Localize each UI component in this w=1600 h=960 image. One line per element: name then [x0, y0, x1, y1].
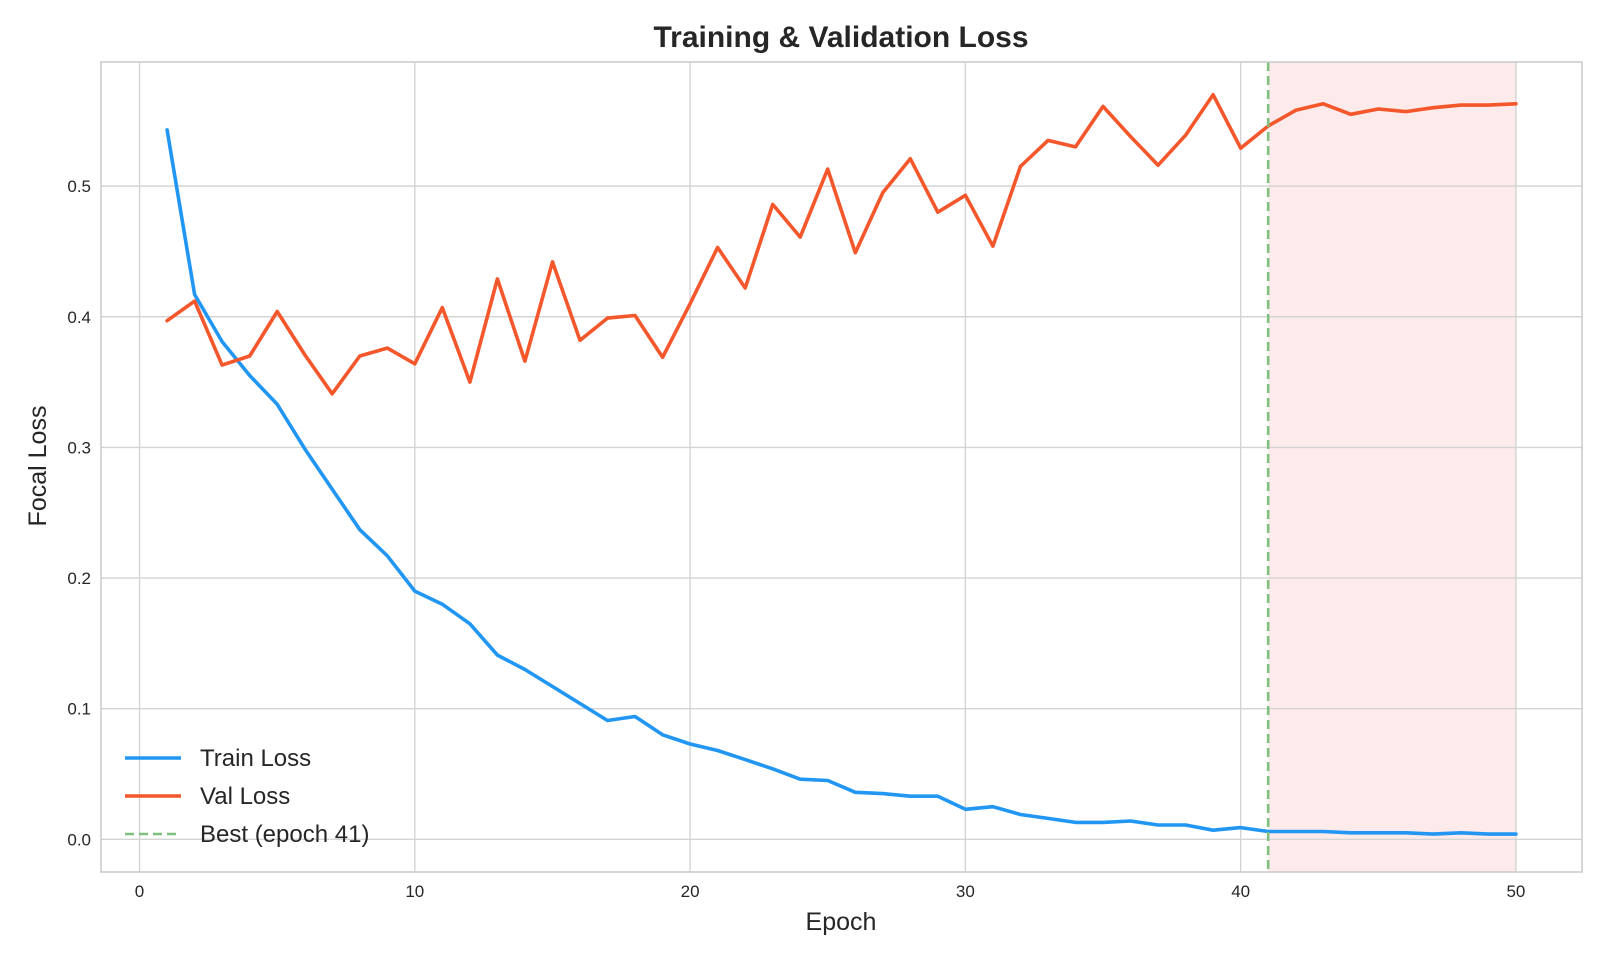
- y-tick-label: 0.1: [67, 700, 91, 719]
- x-tick-label: 10: [405, 882, 424, 901]
- legend-item-train-loss-label: Train Loss: [200, 745, 311, 772]
- y-tick-label: 0.3: [67, 438, 91, 457]
- y-tick-label: 0.5: [67, 177, 91, 196]
- x-tick-label: 40: [1231, 882, 1250, 901]
- x-tick-label: 30: [956, 882, 975, 901]
- legend-item-val-loss-label: Val Loss: [200, 783, 290, 810]
- series-line-val-loss: [165, 92, 1518, 396]
- x-tick-label: 0: [135, 882, 144, 901]
- y-tick-label: 0.4: [67, 308, 91, 327]
- x-axis-label: Epoch: [806, 908, 877, 936]
- x-tick-label: 50: [1506, 882, 1525, 901]
- series-line-train-loss: [165, 128, 1518, 836]
- plot-frame: [100, 61, 1583, 873]
- y-axis-label: Focal Loss: [24, 406, 52, 527]
- y-tick-label: 0.2: [67, 569, 91, 588]
- chart-title: Training & Validation Loss: [653, 21, 1028, 54]
- x-tick-label: 20: [681, 882, 700, 901]
- legend: Train Loss Val Loss Best (epoch 41): [125, 745, 369, 848]
- shaded-region: [1268, 62, 1516, 872]
- y-tick-label: 0.0: [67, 830, 91, 849]
- legend-item-best-epoch-label: Best (epoch 41): [200, 821, 369, 848]
